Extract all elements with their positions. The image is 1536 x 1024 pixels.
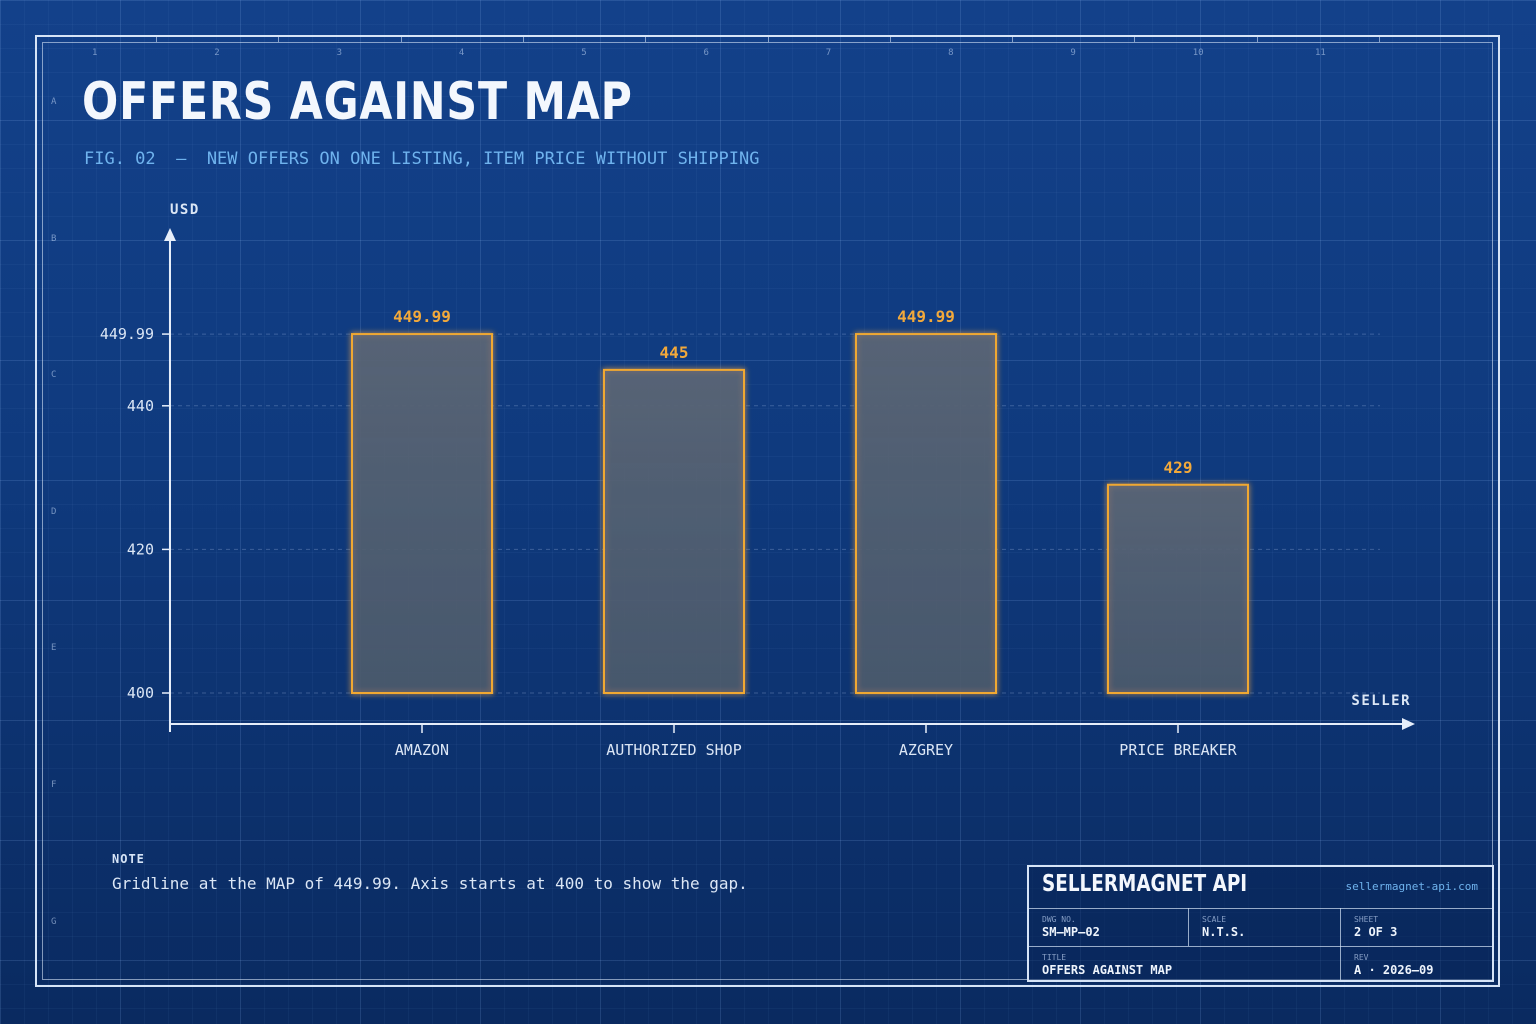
ruler-column-6: 6 (703, 48, 709, 58)
drawing-frame-inner (42, 42, 1493, 980)
title-block: SELLERMAGNET API sellermagnet-api.com DW… (1027, 865, 1494, 982)
note-text: Gridline at the MAP of 449.99. Axis star… (112, 874, 748, 893)
y-axis-title: USD (170, 202, 200, 218)
scale-value: N.T.S. (1202, 925, 1246, 939)
ruler-column-7: 7 (825, 48, 832, 58)
scale-label: SCALE (1202, 915, 1227, 924)
y-axis-arrow (164, 228, 176, 241)
bar (1107, 483, 1249, 694)
ruler-tick (278, 36, 280, 42)
ruler-row-A: A (51, 97, 57, 107)
ruler-tick (889, 36, 891, 42)
ruler-column-2: 2 (214, 48, 220, 58)
y-tick-label: 449.99 (100, 325, 154, 343)
bar-value-label: 445 (660, 343, 689, 362)
ruler-column-8: 8 (948, 48, 954, 58)
title-block-brand: SELLERMAGNET API (1042, 871, 1248, 897)
rev-label: REV (1354, 953, 1369, 962)
ruler-column-9: 9 (1070, 48, 1076, 58)
ruler-column-10: 10 (1192, 48, 1204, 58)
ruler-row-B: B (51, 233, 57, 244)
y-tick-label: 400 (127, 684, 154, 702)
ruler-column-1: 1 (92, 48, 98, 58)
title-block-url: sellermagnet-api.com (1345, 880, 1478, 893)
y-tick-label: 420 (127, 540, 154, 558)
bar (603, 368, 745, 694)
bar-value-label: 449.99 (393, 307, 451, 326)
rev-value: A · 2026–09 (1354, 963, 1434, 977)
bar (351, 333, 493, 694)
y-tick-label: 440 (127, 397, 154, 415)
drawing-title-value: OFFERS AGAINST MAP (1042, 963, 1173, 977)
sheet-label: SHEET (1354, 915, 1379, 924)
ruler-tick (400, 36, 402, 42)
page-title: OFFERS AGAINST MAP (82, 72, 633, 132)
x-tick-label: AMAZON (395, 741, 449, 759)
ruler-tick (1012, 36, 1014, 42)
sheet-value: 2 OF 3 (1354, 925, 1398, 939)
ruler-row-D: D (51, 506, 57, 517)
ruler-column-5: 5 (581, 48, 587, 58)
ruler-tick (645, 36, 647, 42)
ruler-tick (767, 36, 769, 42)
x-tick-label: AUTHORIZED SHOP (606, 741, 741, 759)
ruler-row-F: F (51, 780, 57, 790)
ruler-tick (1379, 36, 1380, 42)
ruler-row-C: C (51, 370, 57, 381)
bar-value-label: 449.99 (897, 307, 955, 326)
page-subtitle: FIG. 02 — NEW OFFERS ON ONE LISTING, ITE… (84, 149, 760, 169)
bar (855, 333, 997, 694)
dwg-no-value: SM–MP–02 (1042, 925, 1100, 939)
ruler-row-G: G (51, 916, 57, 927)
ruler-row-E: E (51, 643, 57, 654)
note-label: NOTE (112, 852, 145, 866)
x-axis-arrow (1402, 718, 1415, 730)
x-tick-label: AZGREY (899, 741, 953, 759)
ruler-column-3: 3 (336, 48, 343, 58)
ruler-tick (522, 36, 524, 42)
ruler-column-11: 11 (1315, 48, 1326, 58)
x-axis-title: SELLER (1351, 693, 1411, 709)
drawing-title-label: TITLE (1042, 953, 1067, 962)
dwg-no-label: DWG NO. (1042, 915, 1076, 924)
ruler-column-4: 4 (458, 48, 465, 58)
ruler-tick (1134, 36, 1136, 42)
ruler-tick (1256, 36, 1258, 42)
bar-value-label: 429 (1164, 458, 1193, 477)
x-tick-label: PRICE BREAKER (1119, 741, 1237, 759)
ruler-tick (156, 36, 157, 42)
